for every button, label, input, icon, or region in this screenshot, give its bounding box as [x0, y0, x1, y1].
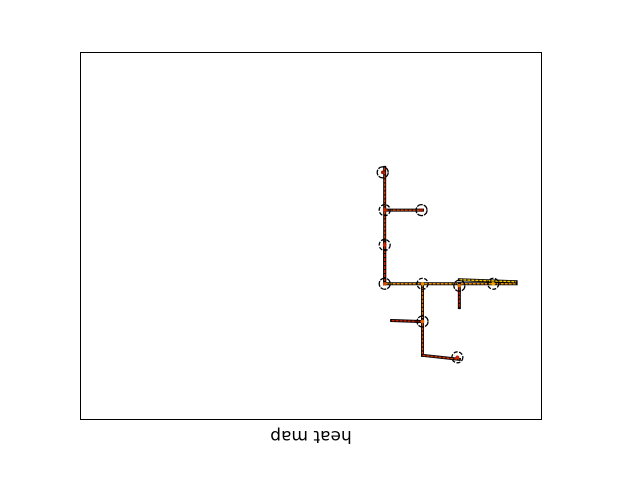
heat-node-ring-node-f — [453, 279, 466, 292]
heat-node-ring-node-top — [376, 166, 389, 179]
heat-node-ring-node-c — [378, 238, 391, 252]
heat-node-node-b — [415, 203, 428, 217]
heat-node-core-node-g — [491, 281, 496, 286]
heatmap-plot-area — [80, 52, 542, 420]
heat-node-node-i — [451, 351, 464, 364]
heat-node-core-node-f — [457, 283, 462, 288]
heat-segment-branch-bottom — [422, 354, 460, 361]
heat-node-core-node-h — [420, 319, 425, 324]
heat-node-core-node-e — [420, 281, 425, 286]
heat-node-node-f — [453, 279, 466, 292]
heat-node-core-node-b — [419, 208, 424, 212]
heat-node-ring-node-a — [378, 203, 391, 217]
heatmap-caption: heat map — [270, 426, 352, 446]
heat-node-core-node-a — [382, 208, 387, 212]
heat-node-core-node-d — [382, 281, 387, 286]
heat-segment-branch-tail — [459, 279, 517, 283]
heat-node-node-d — [378, 277, 391, 290]
heat-node-ring-node-g — [487, 277, 500, 290]
heat-node-node-c — [378, 238, 391, 252]
heat-node-core-node-i — [455, 355, 460, 360]
heat-node-core-node-c — [382, 243, 387, 247]
heat-node-node-e — [416, 277, 429, 290]
heat-node-ring-node-d — [378, 277, 391, 290]
heatmap-canvas — [376, 165, 518, 364]
heat-node-node-a — [378, 203, 391, 217]
heat-node-ring-node-e — [416, 277, 429, 290]
heat-node-core-node-top — [380, 170, 385, 175]
heat-node-node-g — [487, 277, 500, 290]
heat-node-ring-node-b — [415, 203, 428, 217]
heat-node-ring-node-h — [416, 315, 429, 328]
heat-node-node-top — [376, 166, 389, 179]
heat-node-ring-node-i — [451, 351, 464, 364]
heat-node-node-h — [416, 315, 429, 328]
